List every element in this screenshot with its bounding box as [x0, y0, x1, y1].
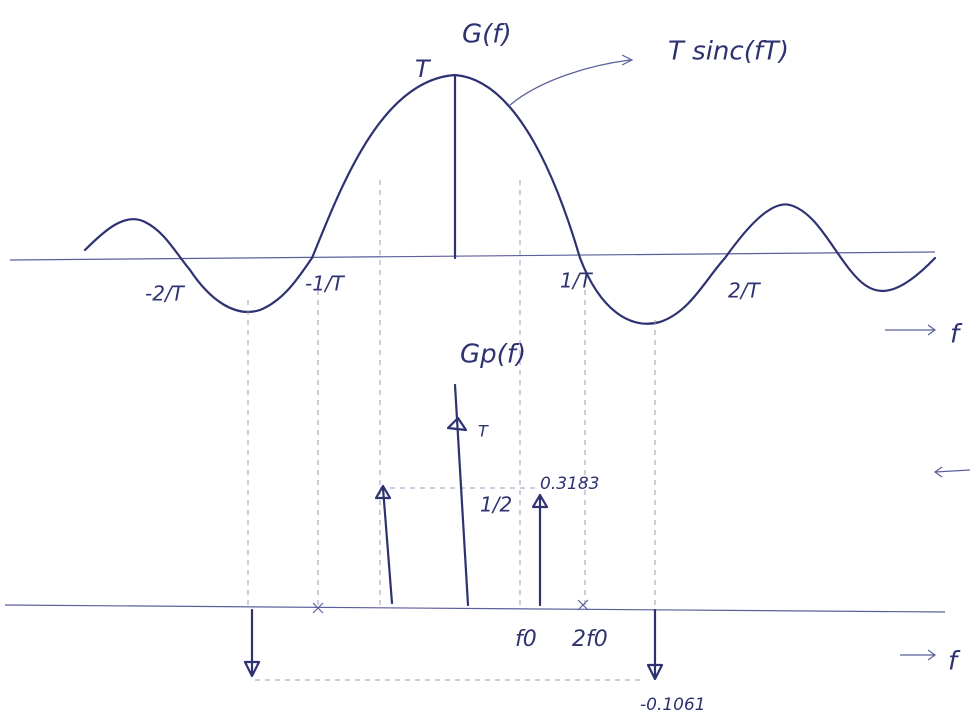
- impulse-label: T: [478, 422, 489, 441]
- sketch: G(f) T sinc(fT) T -2/T -1/T 1/T 2/T f Gp…: [0, 0, 976, 719]
- tick-label: 2/T: [728, 279, 761, 303]
- top-title: G(f): [462, 20, 512, 50]
- impulse-center: [448, 385, 468, 605]
- half-label: 1/2: [480, 493, 512, 517]
- impulse: [533, 495, 547, 605]
- impulse-negative: [648, 610, 662, 679]
- curve-label: T sinc(fT): [668, 37, 789, 67]
- impulse: [376, 486, 392, 603]
- axis-arrow: [885, 325, 935, 335]
- positive-value: 0.3183: [540, 474, 599, 494]
- guide-lines: [248, 180, 655, 605]
- tick-label: -1/T: [305, 272, 346, 296]
- bottom-axis-label: f: [948, 647, 961, 677]
- zero-marks: [313, 600, 588, 613]
- axis-arrow: [900, 467, 970, 660]
- tick-label: 2f0: [572, 627, 608, 652]
- tick-label: -2/T: [145, 282, 186, 306]
- label-pointer: [510, 55, 632, 105]
- top-axis: [10, 252, 935, 260]
- bottom-title: Gp(f): [460, 340, 526, 370]
- peak-label: T: [415, 55, 432, 83]
- tick-label: 1/T: [560, 269, 593, 293]
- top-axis-label: f: [950, 320, 963, 350]
- sinc-curve: [85, 75, 935, 324]
- bottom-axis: [5, 605, 945, 612]
- negative-value: -0.1061: [640, 695, 706, 715]
- tick-label: f0: [515, 627, 537, 652]
- impulse-negative: [245, 610, 259, 676]
